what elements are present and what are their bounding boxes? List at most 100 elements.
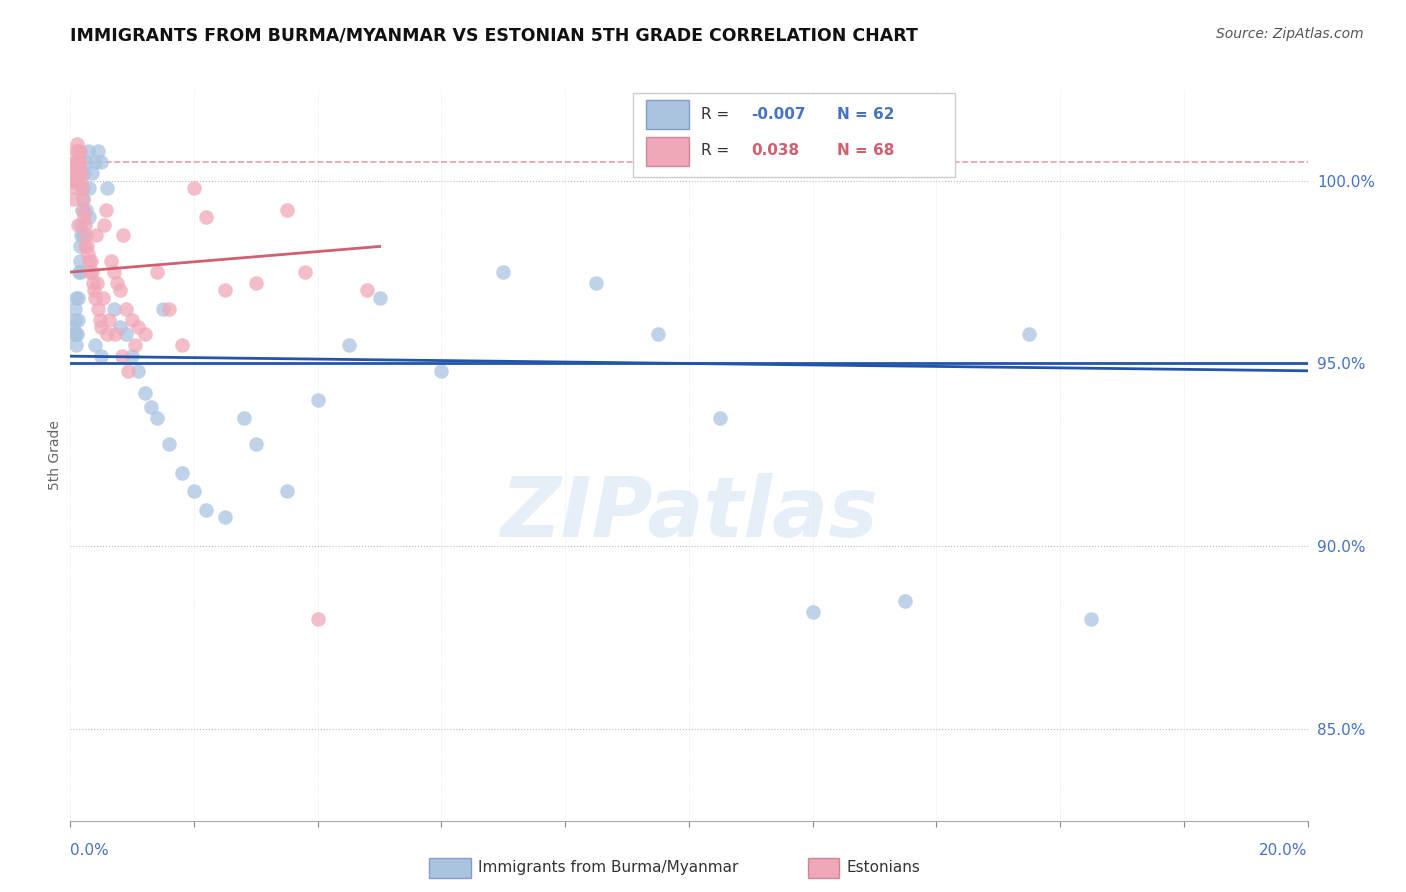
Text: N = 62: N = 62 [838,106,894,121]
Point [152,301,174,316]
Point [89,312,111,326]
Point [108,284,131,298]
Point [492,265,515,279]
Point [65,145,87,159]
Point [73,239,96,253]
Point [70,202,93,217]
Point [73,166,96,180]
Point [62,192,84,206]
Point [276,202,298,217]
Point [117,364,139,378]
Point [307,612,329,626]
Text: R =: R = [702,106,730,121]
Point [75,155,97,169]
Point [67,265,90,279]
Point [67,155,90,169]
Point [1018,327,1040,342]
Point [63,166,86,180]
Point [72,228,94,243]
Text: 0.038: 0.038 [751,143,799,158]
Point [87,145,110,159]
Point [75,202,97,217]
Point [80,166,103,180]
Point [65,174,87,188]
Point [98,312,121,326]
Text: Immigrants from Burma/Myanmar: Immigrants from Burma/Myanmar [478,861,738,875]
Point [62,320,84,334]
Point [83,284,105,298]
Point [214,284,236,298]
Point [90,320,112,334]
Point [70,174,93,188]
Point [69,265,91,279]
Point [77,210,100,224]
Point [894,594,917,608]
Point [63,155,86,169]
Point [430,364,453,378]
Point [73,210,96,224]
Point [368,291,391,305]
Point [63,166,86,180]
Y-axis label: 5th Grade: 5th Grade [48,420,62,490]
Point [70,218,93,232]
Point [65,181,87,195]
Point [72,192,94,206]
Bar [645,100,689,129]
Point [69,145,91,159]
Point [121,312,143,326]
Point [76,246,98,260]
Point [75,228,97,243]
Point [65,338,87,352]
Point [245,437,267,451]
Point [73,218,96,232]
Point [96,181,118,195]
Point [66,136,89,151]
Point [170,338,193,352]
Bar [633,93,955,177]
Point [66,166,89,180]
Point [69,254,91,268]
Point [170,466,193,480]
Point [709,411,731,425]
Point [76,145,98,159]
Point [69,155,91,169]
Point [195,502,218,516]
Point [104,327,127,342]
Point [356,284,378,298]
Text: 0.0%: 0.0% [70,843,110,857]
Point [139,401,162,415]
Point [111,349,134,363]
Point [72,192,94,206]
Text: N = 68: N = 68 [838,143,894,158]
Point [72,181,94,195]
Point [134,385,156,400]
Point [77,254,100,268]
Point [307,392,329,407]
Point [121,349,143,363]
Point [65,327,87,342]
Bar [645,136,689,166]
Point [72,202,94,217]
Point [69,239,91,253]
Point [77,181,100,195]
Text: -0.007: -0.007 [751,106,806,121]
Point [67,145,90,159]
Point [183,181,205,195]
Point [195,210,218,224]
Point [157,301,180,316]
Point [80,254,103,268]
Point [66,327,89,342]
Point [65,155,87,169]
Point [647,327,669,342]
Point [87,301,110,316]
Point [80,265,103,279]
Point [96,202,118,217]
Point [65,291,87,305]
Point [103,265,125,279]
Point [585,276,607,290]
Point [337,338,360,352]
Point [70,181,93,195]
Text: R =: R = [702,143,730,158]
Point [111,228,134,243]
Point [90,349,112,363]
